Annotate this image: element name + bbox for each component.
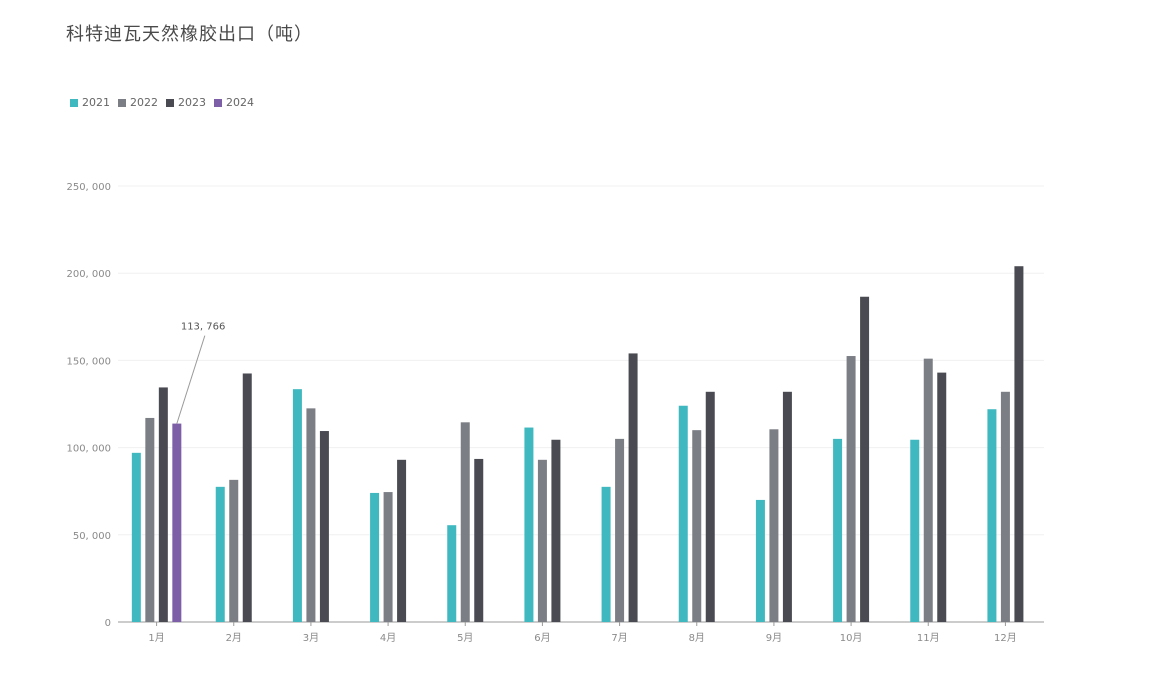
y-tick-label: 0 — [105, 618, 111, 629]
bar-2021-2[interactable] — [215, 486, 225, 622]
x-tick-label: 2月 — [226, 632, 242, 644]
bar-2021-8[interactable] — [678, 405, 688, 622]
bar-2022-4[interactable] — [383, 492, 393, 622]
chart-title: 科特迪瓦天然橡胶出口（吨） — [66, 24, 313, 45]
bar-2023-4[interactable] — [397, 459, 407, 622]
x-tick-label: 1月 — [148, 632, 164, 644]
bar-2021-12[interactable] — [987, 409, 997, 622]
legend-label-2021: 2021 — [82, 96, 110, 109]
x-tick-label: 7月 — [611, 632, 627, 644]
bar-2023-9[interactable] — [782, 391, 792, 622]
annotations: 113, 766 — [176, 322, 226, 424]
bar-2022-1[interactable] — [145, 417, 155, 622]
bar-2022-6[interactable] — [537, 459, 547, 622]
bar-2022-2[interactable] — [229, 479, 239, 622]
legend-label-2023: 2023 — [178, 96, 206, 109]
bar-2022-10[interactable] — [846, 356, 856, 622]
grid-layer — [118, 185, 1044, 623]
bar-2023-10[interactable] — [860, 296, 870, 622]
bar-2022-9[interactable] — [769, 429, 779, 622]
x-tick-label: 12月 — [994, 632, 1017, 644]
x-tick-label: 9月 — [766, 632, 782, 644]
bar-2022-7[interactable] — [615, 438, 625, 622]
bar-2023-12[interactable] — [1014, 266, 1024, 622]
bar-2021-11[interactable] — [910, 439, 920, 622]
y-axis: 0 50, 000 100, 000 150, 000 200, 000 250, 000 — [66, 182, 111, 629]
bar-2022-5[interactable] — [460, 422, 470, 622]
bar-2023-6[interactable] — [551, 439, 561, 622]
bar-2024-1[interactable] — [172, 423, 182, 622]
x-tick-label: 4月 — [380, 632, 396, 644]
legend-swatch-2021 — [70, 98, 78, 107]
x-tick-label: 3月 — [303, 632, 319, 644]
bar-2021-3[interactable] — [292, 389, 302, 622]
bar-2023-8[interactable] — [705, 391, 715, 622]
legend-item-2022[interactable]: 2022 — [118, 96, 158, 109]
bar-2021-7[interactable] — [601, 486, 611, 622]
bar-2021-6[interactable] — [524, 427, 534, 622]
legend-item-2021[interactable]: 2021 — [70, 96, 110, 109]
bar-2022-12[interactable] — [1000, 391, 1010, 622]
legend-label-2024: 2024 — [226, 96, 254, 109]
bar-2021-1[interactable] — [131, 452, 141, 622]
bar-2023-11[interactable] — [937, 372, 947, 622]
bars — [131, 266, 1024, 622]
bar-2021-4[interactable] — [370, 492, 380, 622]
y-tick-label: 50, 000 — [73, 531, 111, 542]
legend-swatch-2023 — [166, 98, 174, 107]
bar-2023-1[interactable] — [158, 387, 168, 622]
bar-2023-5[interactable] — [474, 458, 484, 622]
bar-2021-5[interactable] — [447, 525, 457, 622]
bar-2023-3[interactable] — [319, 431, 329, 622]
bar-2022-11[interactable] — [923, 358, 933, 622]
bar-2021-10[interactable] — [833, 438, 843, 622]
x-tick-label: 5月 — [457, 632, 473, 644]
y-tick-label: 250, 000 — [66, 182, 111, 193]
annotation-leader-line — [176, 335, 206, 424]
x-tick-label: 10月 — [840, 632, 863, 644]
bar-2023-2[interactable] — [242, 373, 252, 622]
y-tick-label: 150, 000 — [66, 356, 111, 367]
bar-2021-9[interactable] — [755, 499, 765, 622]
bar-2022-3[interactable] — [306, 408, 316, 622]
annotation-label: 113, 766 — [181, 322, 226, 333]
legend[interactable]: 2021 2022 2023 2024 — [70, 96, 254, 109]
x-axis: 1月 2月 3月 4月 5月 6月 7月 8月 9月 10月 11月 12月 — [148, 622, 1017, 644]
y-tick-label: 200, 000 — [66, 269, 111, 280]
legend-item-2023[interactable]: 2023 — [166, 96, 206, 109]
legend-label-2022: 2022 — [130, 96, 158, 109]
legend-swatch-2022 — [118, 98, 126, 107]
y-tick-label: 100, 000 — [66, 444, 111, 455]
x-tick-label: 6月 — [534, 632, 550, 644]
bar-2022-8[interactable] — [692, 430, 702, 622]
x-tick-label: 11月 — [917, 632, 940, 644]
legend-item-2024[interactable]: 2024 — [214, 96, 254, 109]
bar-2023-7[interactable] — [628, 353, 638, 622]
x-tick-label: 8月 — [689, 632, 705, 644]
legend-swatch-2024 — [214, 98, 222, 107]
